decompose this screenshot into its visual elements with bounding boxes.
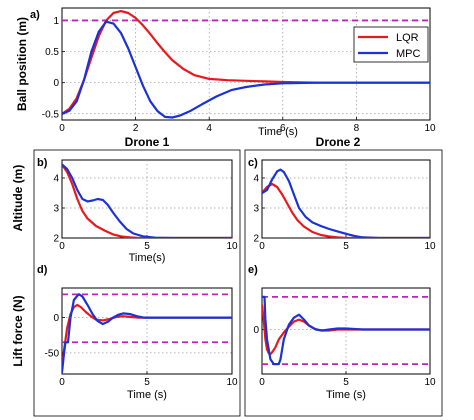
xtick-label-b-0: 0 <box>59 241 65 252</box>
panel-lift-drone2: e) 0 5 10 0 Time (s) <box>248 264 436 401</box>
ytick-label-b-1: 3 <box>53 204 59 215</box>
drone2-group-frame <box>244 149 443 417</box>
xtick-label-a-5: 10 <box>424 123 436 134</box>
panel-d-xlabel: Time (s) <box>127 389 167 401</box>
plot-area-a: 0 2 4 6 8 10 -0.5 0 0.5 1 <box>42 8 436 134</box>
panel-a-frame <box>61 7 431 121</box>
series-mpc-line-e <box>262 295 430 366</box>
series-lqr-line-c <box>262 182 430 238</box>
ytick-label-c-1: 3 <box>253 204 259 215</box>
ytick-label-d-1: 0 <box>53 313 59 324</box>
xtick-label-d-2: 10 <box>226 377 238 388</box>
xtick-label-d-0: 0 <box>59 377 65 388</box>
ytick-label-a-1: 0 <box>53 78 59 89</box>
ball-position-ylabel: Ball position (m) <box>15 17 29 111</box>
legend-box <box>353 26 429 63</box>
plot-area-c: 0 5 10 2 3 4 <box>253 160 436 252</box>
drone2-title: Drone 2 <box>316 135 361 149</box>
ytick-label-b-0: 2 <box>53 234 59 245</box>
ytick-label-c-0: 2 <box>253 234 259 245</box>
series-mpc-line-b <box>62 163 232 238</box>
panel-ball-position: a) Ball position (m) 0 2 4 6 8 10 -0.5 0 0.5 1 Ti… <box>15 7 436 149</box>
ytick-label-b-2: 4 <box>53 174 59 185</box>
panel-a-label: a) <box>30 9 40 21</box>
series-mpc-line-c <box>262 168 430 238</box>
panel-c-label: c) <box>248 157 258 169</box>
ytick-label-a-2: 0.5 <box>45 47 59 58</box>
panel-a-xlabel: Time (s) <box>258 126 298 138</box>
xtick-label-c-0: 0 <box>259 241 265 252</box>
panel-e-xlabel: Time (s) <box>326 389 366 401</box>
drone1-title: Drone 1 <box>125 135 170 149</box>
legend-mpc-label: MPC <box>396 48 421 60</box>
series-mpc-line-a <box>62 20 430 119</box>
panel-b-xlabel: Time(s) <box>129 252 166 264</box>
plot-area-e: 0 5 10 0 <box>253 288 436 388</box>
drone1-group-frame <box>33 149 241 417</box>
xtick-label-c-1: 5 <box>343 241 349 252</box>
panel-b-label: b) <box>37 157 48 169</box>
ytick-label-c-2: 4 <box>253 174 259 185</box>
plot-area-d: 0 5 10 -50 0 <box>45 288 238 388</box>
panel-d-frame <box>61 287 233 375</box>
legend-lqr-label: LQR <box>396 32 419 44</box>
xtick-label-a-2: 4 <box>206 123 212 134</box>
xtick-label-a-4: 8 <box>354 123 360 134</box>
ytick-label-d-0: -50 <box>45 348 60 359</box>
ytick-label-a-3: 1 <box>53 16 59 27</box>
panel-e-label: e) <box>248 264 258 276</box>
xtick-label-a-1: 2 <box>133 123 139 134</box>
series-lqr-line-a <box>62 10 430 115</box>
plot-area-b: 0 5 10 2 3 4 <box>53 160 238 252</box>
xtick-label-b-1: 5 <box>144 241 150 252</box>
xtick-label-b-2: 10 <box>226 241 238 252</box>
panel-altitude-drone1: b) Altitude (m) 0 5 10 2 3 4 Time(s) <box>11 157 238 264</box>
xtick-label-a-0: 0 <box>59 123 65 134</box>
panel-d-label: d) <box>37 264 48 276</box>
panel-c-frame <box>261 159 431 239</box>
series-lqr-line-b <box>62 163 232 238</box>
panel-b-frame <box>61 159 233 239</box>
series-mpc-line-d <box>62 293 232 373</box>
xtick-label-e-2: 10 <box>424 377 436 388</box>
ytick-label-e-1: 0 <box>253 325 259 336</box>
panel-altitude-drone2: c) 0 5 10 2 3 4 <box>248 157 436 252</box>
lift-force-ylabel: Lift force (N) <box>11 295 25 366</box>
legend: LQR MPC <box>353 26 429 63</box>
panel-lift-drone1: d) Lift force (N) 0 5 10 -50 0 Time (s) <box>11 264 238 401</box>
xtick-label-e-0: 0 <box>259 377 265 388</box>
xtick-label-a-3: 6 <box>280 123 286 134</box>
xtick-label-d-1: 5 <box>144 377 150 388</box>
xtick-label-e-1: 5 <box>343 377 349 388</box>
altitude-ylabel: Altitude (m) <box>11 165 25 232</box>
ytick-label-a-0: -0.5 <box>42 109 60 120</box>
xtick-label-c-2: 10 <box>424 241 436 252</box>
